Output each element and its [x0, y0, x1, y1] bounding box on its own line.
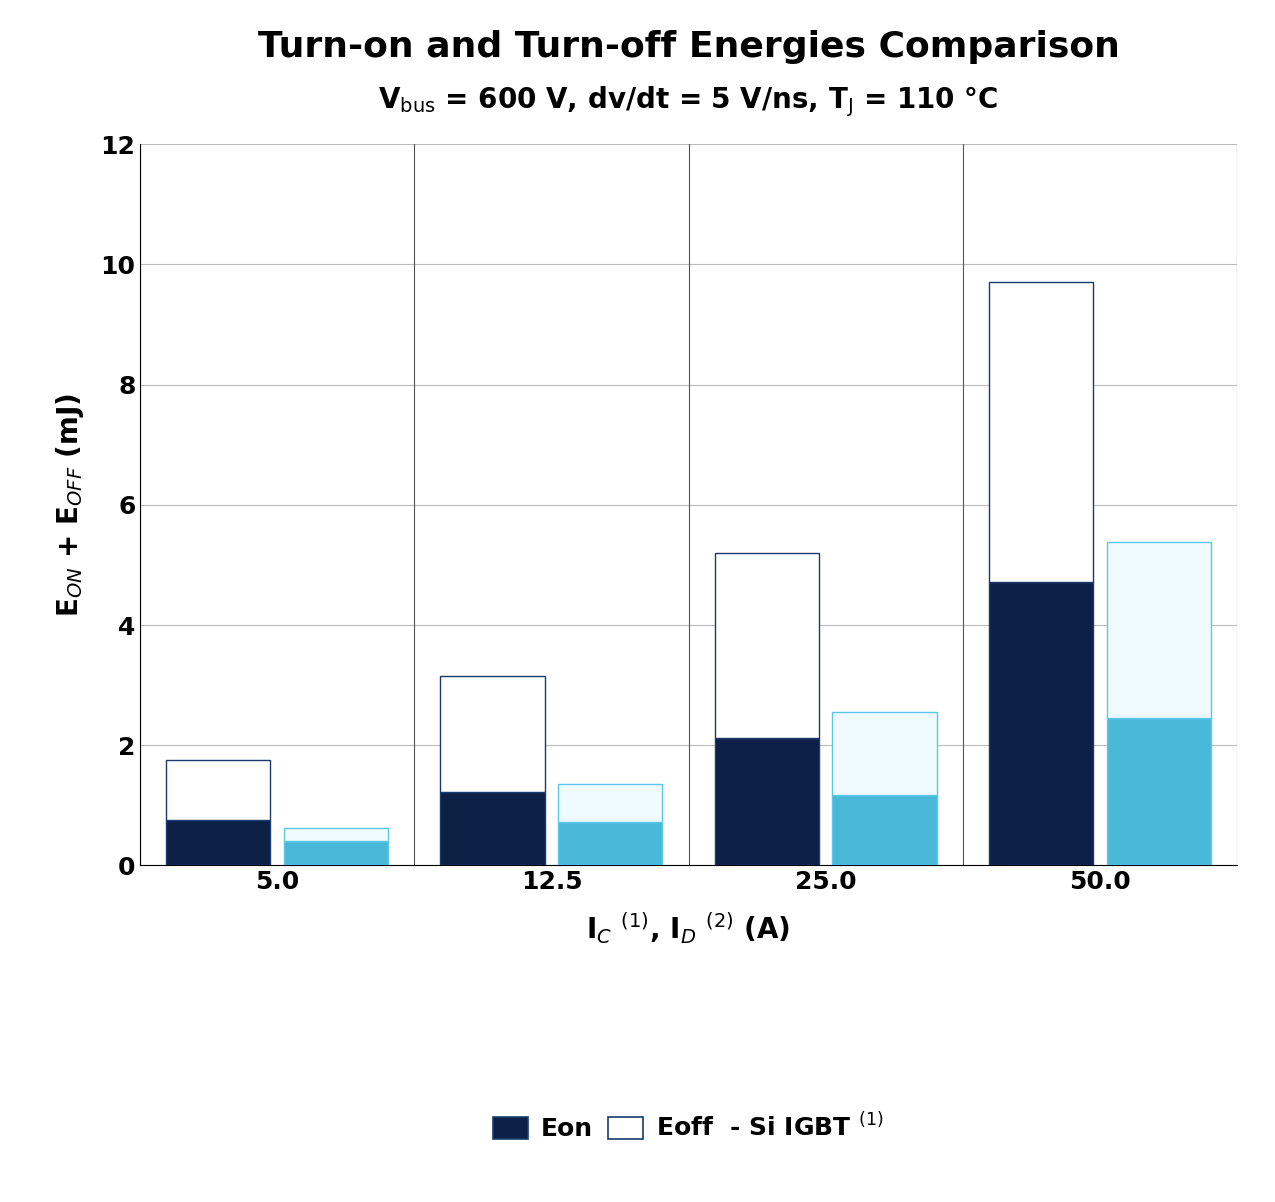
Bar: [833, 712, 937, 795]
Bar: [558, 784, 663, 822]
Text: Turn-on and Turn-off Energies Comparison: Turn-on and Turn-off Energies Comparison: [258, 30, 1119, 64]
Bar: [1107, 718, 1211, 865]
Bar: [558, 822, 663, 865]
Y-axis label: E$_{ON}$ + E$_{OFF}$ (mJ): E$_{ON}$ + E$_{OFF}$ (mJ): [55, 393, 87, 617]
Bar: [833, 795, 937, 865]
Bar: [440, 676, 544, 792]
Bar: [988, 582, 1093, 865]
Bar: [988, 282, 1093, 582]
Bar: [284, 841, 389, 865]
Text: V$_\mathsf{bus}$ = 600 V, dv/dt = 5 V/ns, T$_\mathsf{J}$ = 110 °C: V$_\mathsf{bus}$ = 600 V, dv/dt = 5 V/ns…: [379, 85, 998, 119]
Bar: [284, 828, 389, 841]
Bar: [714, 553, 819, 738]
Bar: [1107, 542, 1211, 718]
Bar: [714, 738, 819, 865]
Bar: [166, 761, 270, 820]
Bar: [440, 792, 544, 865]
Bar: [166, 820, 270, 865]
X-axis label: I$_C$ $^{(1)}$, I$_D$ $^{(2)}$ (A): I$_C$ $^{(1)}$, I$_D$ $^{(2)}$ (A): [586, 911, 790, 946]
